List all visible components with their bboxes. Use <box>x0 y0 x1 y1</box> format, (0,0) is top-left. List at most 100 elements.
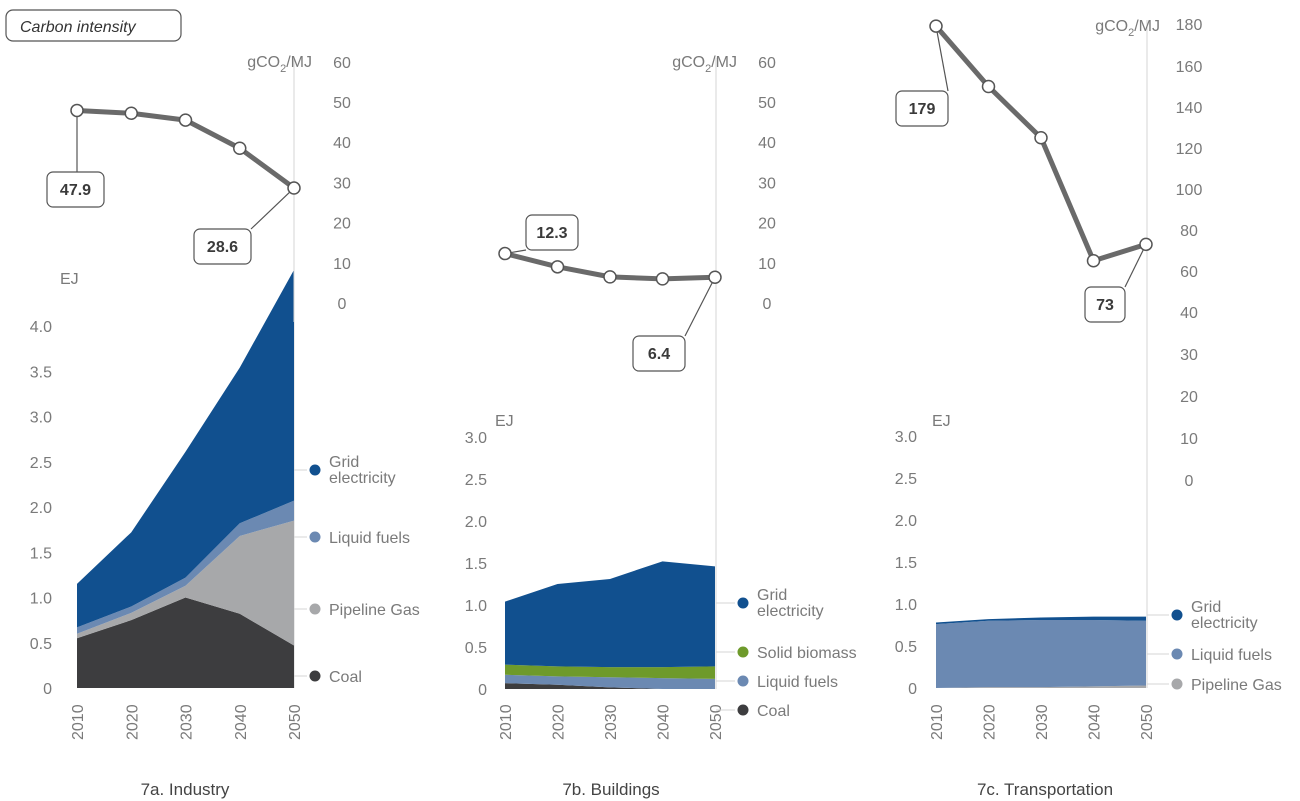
energy-unit-label: EJ <box>495 413 514 430</box>
intensity-point <box>655 272 670 286</box>
year-tick-label: 2030 <box>179 704 196 740</box>
intensity-start-callout-label: 12.3 <box>536 225 567 242</box>
intensity-end-callout-label: 73 <box>1096 297 1114 314</box>
legend-marker-pipeline-gas <box>1171 678 1183 690</box>
legend-label-liquid-fuels: Liquid fuels <box>757 674 838 691</box>
intensity-tick-label: 10 <box>758 256 776 273</box>
year-tick-label: 2040 <box>656 704 673 740</box>
year-tick-label: 2010 <box>929 704 946 740</box>
energy-tick-label: 0 <box>908 681 917 698</box>
year-tick-label: 2050 <box>287 704 304 740</box>
legend-label-grid-electricity: Grid electricity <box>1191 599 1258 632</box>
intensity-end-callout-label: 6.4 <box>648 346 670 363</box>
legend-marker-grid-electricity <box>1171 609 1183 621</box>
legend-marker-liquid-fuels <box>1171 648 1183 660</box>
intensity-point <box>70 103 84 118</box>
energy-tick-label: 3.0 <box>465 430 487 447</box>
intensity-tick-label: 40 <box>333 135 351 152</box>
legend-label-line: electricity <box>1191 615 1258 632</box>
year-tick-label: 2020 <box>982 704 999 740</box>
unit-part: /MJ <box>1134 18 1160 35</box>
area-liquid-fuels <box>77 500 294 634</box>
energy-tick-label: 3.0 <box>30 410 52 427</box>
legend-label-grid-electricity: Grid electricity <box>329 454 396 487</box>
intensity-tick-label: 30 <box>1180 347 1198 364</box>
unit-part: gCO <box>247 54 280 71</box>
intensity-tick-label: 120 <box>1176 141 1203 158</box>
unit-subscript: 2 <box>1128 27 1134 39</box>
energy-tick-label: 4.0 <box>30 319 52 336</box>
intensity-tick-label: 10 <box>1180 431 1198 448</box>
legend-label-pipeline-gas: Pipeline Gas <box>329 602 420 619</box>
badge-label: Carbon intensity <box>20 19 137 36</box>
intensity-tick-label: 140 <box>1176 100 1203 117</box>
intensity-unit-label: gCO2/MJ <box>672 54 737 75</box>
intensity-point <box>603 270 617 284</box>
intensity-point <box>550 260 565 274</box>
intensity-tick-label: 30 <box>333 175 351 192</box>
legend-label-line: Grid <box>1191 599 1221 616</box>
intensity-point <box>1034 131 1048 145</box>
unit-part: gCO <box>672 54 705 71</box>
intensity-tick-label: 50 <box>333 95 351 112</box>
legend-label-line: electricity <box>757 603 824 620</box>
energy-tick-label: 0 <box>43 681 52 698</box>
year-tick-label: 2020 <box>551 704 568 740</box>
energy-tick-label: 0.5 <box>30 636 52 653</box>
area-grid-electricity <box>77 269 294 628</box>
energy-tick-label: 1.5 <box>30 545 52 562</box>
callout-leader-line <box>250 187 295 230</box>
energy-tick-label: 2.5 <box>465 472 487 489</box>
year-tick-label: 2020 <box>124 704 141 740</box>
unit-part: /MJ <box>711 54 737 71</box>
panel-title: 7c. Transportation <box>977 780 1113 799</box>
energy-unit-label: EJ <box>932 413 951 430</box>
energy-unit-label: EJ <box>60 271 79 288</box>
intensity-point <box>124 106 138 121</box>
legend-label-liquid-fuels: Liquid fuels <box>329 530 410 547</box>
area-pipeline-gas <box>77 520 294 646</box>
legend-marker-grid-electricity <box>309 464 321 476</box>
area-liquid-fuels <box>505 674 715 689</box>
energy-tick-label: 2.0 <box>895 513 917 530</box>
carbon-intensity-badge: Carbon intensity <box>5 9 182 42</box>
intensity-tick-label: 10 <box>333 256 351 273</box>
year-tick-label: 2030 <box>603 704 620 740</box>
intensity-point <box>981 79 996 94</box>
intensity-unit-label: gCO2/MJ <box>1095 18 1160 39</box>
badge-frame <box>5 9 182 42</box>
intensity-tick-label: 30 <box>758 175 776 192</box>
intensity-tick-label: 50 <box>758 95 776 112</box>
year-tick-label: 2040 <box>1087 704 1104 740</box>
intensity-tick-label: 160 <box>1176 59 1203 76</box>
intensity-end-callout-box <box>632 335 686 372</box>
area-solid-biomass <box>505 664 715 679</box>
area-pipeline-gas <box>936 685 1146 688</box>
year-tick-label: 2050 <box>1139 704 1156 740</box>
intensity-point <box>929 19 943 33</box>
energy-tick-label: 0 <box>478 682 487 699</box>
legend-label-grid-electricity: Grid electricity <box>757 587 824 620</box>
energy-tick-label: 2.0 <box>465 514 487 531</box>
unit-subscript: 2 <box>705 63 711 75</box>
intensity-start-callout-box <box>895 90 949 127</box>
intensity-tick-label: 0 <box>763 296 772 313</box>
intensity-start-callout-label: 179 <box>909 101 936 118</box>
intensity-start-callout-box <box>525 214 579 251</box>
callout-leader-line <box>935 25 949 92</box>
energy-tick-label: 2.5 <box>30 455 52 472</box>
callout-leader-line <box>1124 244 1147 288</box>
legend-label-line: Grid <box>329 454 359 471</box>
legend-marker-pipeline-gas <box>309 603 321 615</box>
intensity-tick-label: 20 <box>758 216 776 233</box>
legend-label-line: Grid <box>757 587 787 604</box>
area-grid-electricity <box>505 561 715 668</box>
legend-label-coal: Coal <box>757 703 790 720</box>
legend-marker-coal <box>309 670 321 682</box>
energy-tick-label: 1.5 <box>465 556 487 573</box>
intensity-point <box>287 181 301 195</box>
intensity-tick-label: 40 <box>1180 305 1198 322</box>
